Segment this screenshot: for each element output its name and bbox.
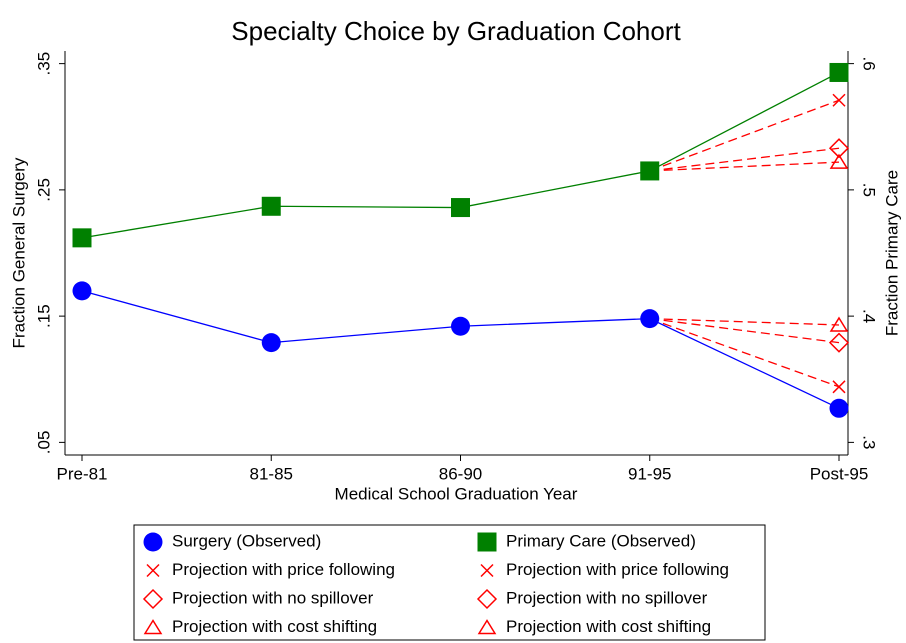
legend-label: Projection with cost shifting xyxy=(506,617,711,636)
y2-tick-label: .4 xyxy=(860,309,879,323)
point-marker xyxy=(828,332,850,353)
point-marker xyxy=(828,138,850,159)
series-line xyxy=(649,318,840,326)
series-line xyxy=(81,290,840,409)
legend-marker xyxy=(143,619,163,635)
y-tick-label: .05 xyxy=(34,431,53,455)
point-marker xyxy=(640,309,660,329)
series-line xyxy=(649,99,840,172)
point-marker xyxy=(261,196,281,216)
legend-marker xyxy=(480,563,494,578)
y2-tick-label: .5 xyxy=(860,183,879,197)
y-tick-label: .25 xyxy=(34,178,53,202)
y-axis-title: Fraction General Surgery xyxy=(9,157,28,348)
x-axis-title: Medical School Graduation Year xyxy=(335,484,578,503)
x-tick-label: 81-85 xyxy=(250,464,293,483)
x-tick-label: 86-90 xyxy=(439,464,482,483)
legend-label: Surgery (Observed) xyxy=(172,531,321,550)
y-tick-label: .35 xyxy=(34,52,53,76)
x-tick-label: 91-95 xyxy=(628,464,671,483)
point-marker xyxy=(72,228,92,248)
legend-marker xyxy=(476,588,498,610)
legend-marker xyxy=(143,532,163,552)
point-marker xyxy=(829,62,849,82)
series-line xyxy=(649,318,840,344)
point-marker xyxy=(832,93,846,107)
x-tick-label: Pre-81 xyxy=(56,464,107,483)
legend-marker xyxy=(146,563,160,578)
point-marker xyxy=(829,316,849,332)
x-tick-label: Post-95 xyxy=(810,464,869,483)
legend-label: Projection with no spillover xyxy=(172,588,374,607)
point-marker xyxy=(451,316,470,336)
series-line xyxy=(649,147,840,172)
legend-label: Primary Care (Observed) xyxy=(506,531,696,550)
point-marker xyxy=(451,198,470,218)
legend-label: Projection with cost shifting xyxy=(172,617,377,636)
y2-axis-title: Fraction Primary Care xyxy=(882,170,901,336)
point-marker xyxy=(261,333,281,353)
point-marker xyxy=(72,281,92,301)
y2-tick-label: .6 xyxy=(860,57,879,71)
legend-marker xyxy=(477,532,497,552)
legend-label: Projection with no spillover xyxy=(506,588,708,607)
legend-marker xyxy=(477,619,497,635)
point-marker xyxy=(640,161,660,181)
chart-title: Specialty Choice by Graduation Cohort xyxy=(231,16,681,46)
point-marker xyxy=(829,398,849,418)
legend-label: Projection with price following xyxy=(172,560,395,579)
series-line xyxy=(649,161,840,172)
point-marker xyxy=(829,153,849,169)
series-line xyxy=(649,318,840,388)
point-marker xyxy=(832,380,846,394)
y2-tick-label: .3 xyxy=(860,435,879,449)
y-tick-label: .15 xyxy=(34,304,53,328)
legend-label: Projection with price following xyxy=(506,560,729,579)
legend-box xyxy=(133,524,766,641)
legend-marker xyxy=(142,588,164,610)
